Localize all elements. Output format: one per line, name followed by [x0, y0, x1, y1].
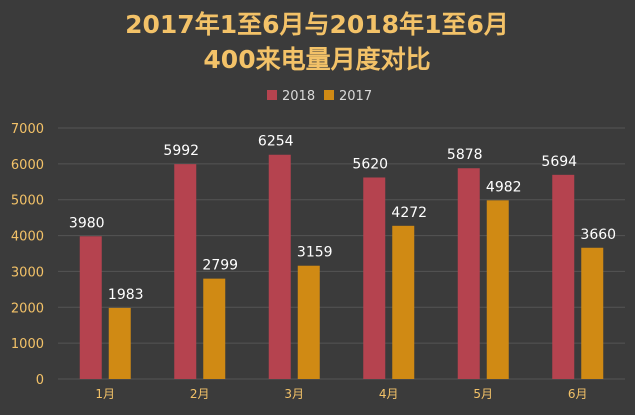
legend: 2018 2017 — [267, 89, 372, 104]
bar-2017-3 — [297, 265, 320, 379]
chart-title-line-2: 400来电量月度对比 — [203, 45, 430, 74]
bar-2017-2 — [203, 278, 226, 379]
bar-2018-6 — [552, 174, 575, 379]
data-label-2017-4: 4272 — [391, 205, 427, 221]
y-tick-label: 5000 — [11, 194, 44, 209]
y-tick-label: 6000 — [11, 158, 44, 173]
y-tick-label: 7000 — [11, 122, 44, 137]
y-tick-label: 0 — [36, 373, 44, 388]
data-label-2017-5: 4982 — [486, 179, 522, 195]
data-label-2018-6: 5694 — [541, 154, 577, 170]
x-tick-label: 1月 — [95, 387, 115, 401]
bar-2018-5 — [457, 168, 480, 379]
data-label-2018-4: 5620 — [352, 156, 388, 172]
x-tick-label: 5月 — [473, 387, 493, 401]
bar-2017-4 — [392, 225, 415, 379]
data-label-2018-2: 5992 — [163, 143, 199, 159]
bar-2018-3 — [268, 154, 291, 379]
bar-2018-1 — [79, 236, 102, 379]
bar-2017-1 — [108, 307, 131, 379]
bar-2017-6 — [581, 247, 604, 379]
gridlines — [58, 127, 625, 380]
data-label-2017-1: 1983 — [108, 287, 144, 303]
data-label-2018-3: 6254 — [258, 134, 294, 150]
legend-label-2017: 2017 — [339, 89, 372, 104]
data-label-2018-1: 3980 — [69, 215, 105, 231]
legend-swatch-2018 — [267, 90, 277, 100]
bar-2018-4 — [363, 177, 386, 379]
bar-2018-2 — [174, 164, 197, 379]
x-tick-label: 2月 — [190, 387, 210, 401]
data-label-2017-2: 2799 — [202, 258, 238, 274]
y-tick-label: 4000 — [11, 230, 44, 245]
x-tick-label: 3月 — [284, 387, 304, 401]
x-tick-label: 4月 — [379, 387, 399, 401]
y-tick-label: 1000 — [11, 337, 44, 352]
x-axis: 1月 2月 3月 4月 5月 6月 — [95, 387, 587, 401]
x-tick-label: 6月 — [568, 387, 588, 401]
y-tick-label: 2000 — [11, 301, 44, 316]
data-labels: 3980 1983 5992 2799 6254 3159 5620 4272 58784982… — [69, 134, 616, 303]
data-label-2018-5: 5878 — [447, 147, 483, 163]
y-tick-label: 3000 — [11, 265, 44, 280]
bar-2017-5 — [486, 200, 509, 379]
data-label-2017-3: 3159 — [297, 245, 333, 261]
chart-title-line-1: 2017年1至6月与2018年1至6月 — [125, 10, 509, 39]
legend-label-2018: 2018 — [282, 89, 315, 104]
bars — [79, 154, 604, 379]
data-label-2017-6: 3660 — [580, 227, 616, 243]
y-axis: 0 1000 2000 3000 4000 5000 6000 7000 — [11, 122, 44, 388]
legend-swatch-2017 — [324, 90, 334, 100]
